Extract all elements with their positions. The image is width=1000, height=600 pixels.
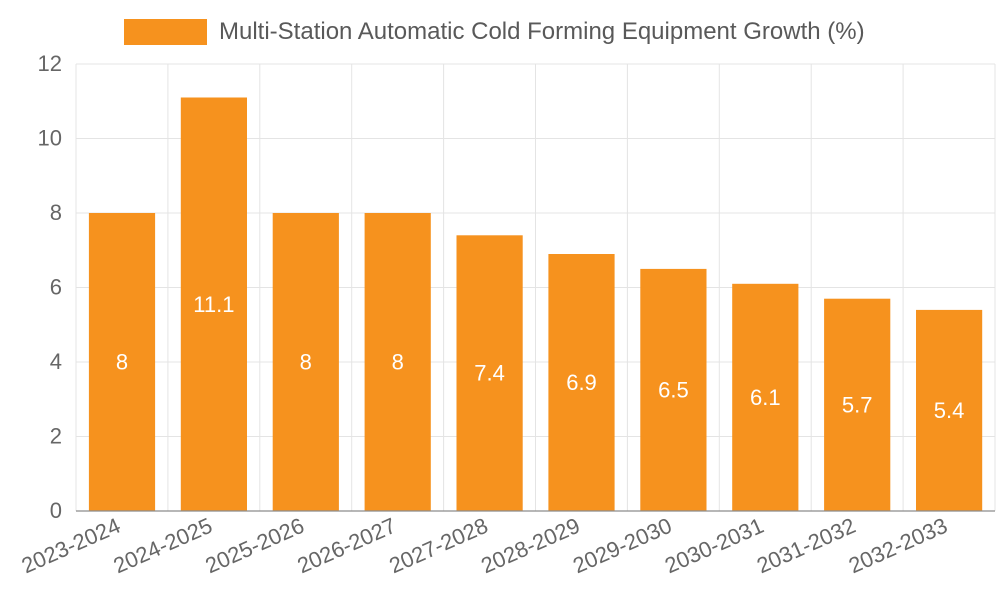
svg-text:2032-2033: 2032-2033	[845, 513, 951, 579]
svg-text:2026-2027: 2026-2027	[293, 513, 399, 579]
svg-text:12: 12	[38, 51, 62, 76]
svg-text:0: 0	[50, 498, 62, 523]
svg-text:7.4: 7.4	[474, 361, 505, 386]
svg-text:2029-2030: 2029-2030	[569, 513, 675, 579]
svg-text:2023-2024: 2023-2024	[18, 513, 124, 579]
svg-text:2031-2032: 2031-2032	[753, 513, 859, 579]
svg-text:2030-2031: 2030-2031	[661, 513, 767, 579]
svg-text:2025-2026: 2025-2026	[202, 513, 308, 579]
svg-text:6.1: 6.1	[750, 385, 781, 410]
svg-text:2024-2025: 2024-2025	[110, 513, 216, 579]
svg-text:2027-2028: 2027-2028	[385, 513, 491, 579]
svg-text:4: 4	[50, 349, 62, 374]
svg-text:10: 10	[38, 126, 62, 151]
svg-text:6: 6	[50, 275, 62, 300]
svg-text:8: 8	[392, 350, 404, 375]
svg-text:2028-2029: 2028-2029	[477, 513, 583, 579]
svg-text:6.9: 6.9	[566, 370, 597, 395]
svg-text:2: 2	[50, 424, 62, 449]
svg-text:6.5: 6.5	[658, 377, 689, 402]
svg-text:8: 8	[50, 200, 62, 225]
svg-text:5.7: 5.7	[842, 392, 873, 417]
svg-text:11.1: 11.1	[193, 292, 234, 317]
svg-text:8: 8	[116, 350, 128, 375]
svg-text:8: 8	[300, 350, 312, 375]
svg-text:5.4: 5.4	[934, 398, 965, 423]
